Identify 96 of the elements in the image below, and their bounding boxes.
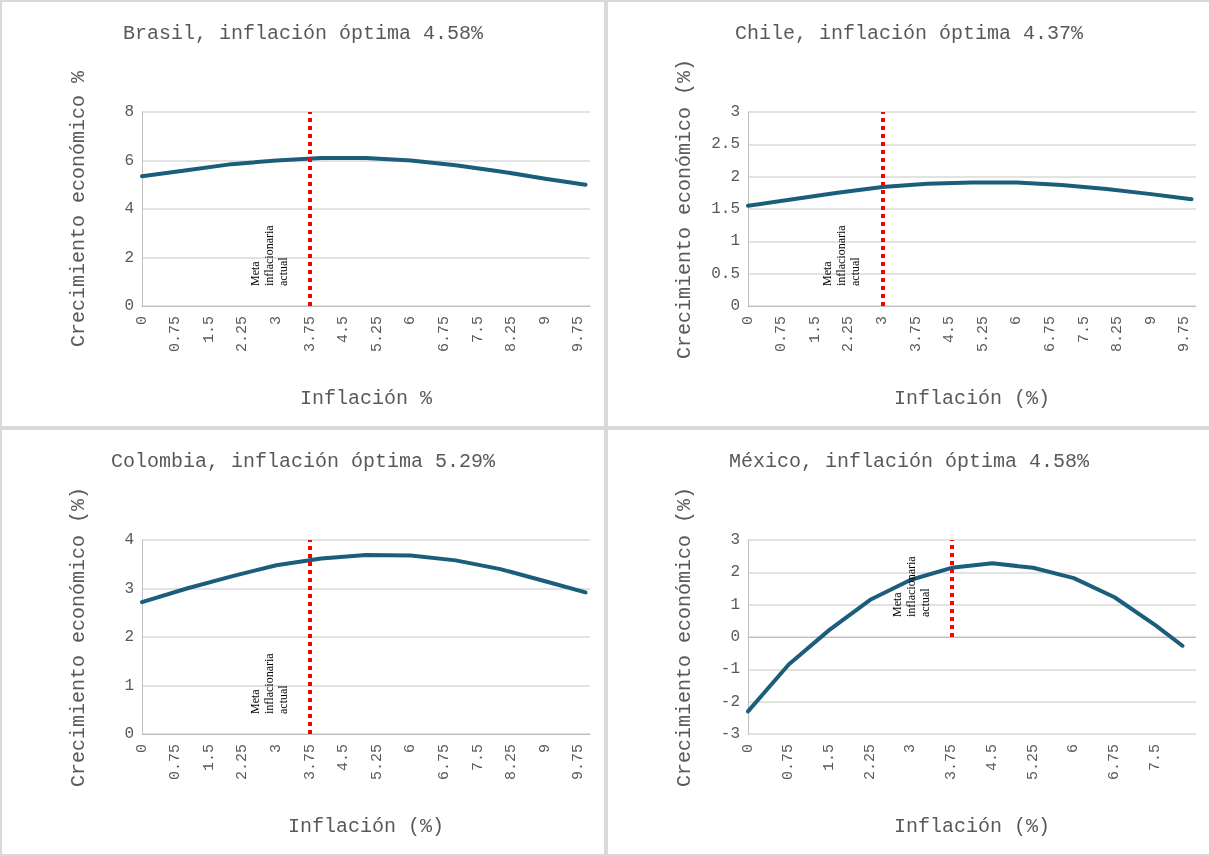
x-tick-label: 9.75 (1176, 316, 1194, 353)
x-tick-label: 4.5 (941, 316, 959, 344)
x-tick-label: 9 (1142, 316, 1160, 326)
line-series (140, 156, 588, 187)
y-tick-label: 0.5 (711, 264, 740, 283)
x-tick-label: 3.75 (301, 316, 319, 353)
y-tick-label: 2 (730, 167, 740, 186)
y-tick-label: 4 (124, 531, 134, 549)
x-tick-label: 5.25 (1024, 744, 1042, 781)
y-tick-label: 3 (730, 531, 740, 549)
x-tick-label: 2.25 (234, 316, 252, 353)
x-tick-label: 6.75 (435, 744, 453, 781)
x-tick-label: 0 (133, 316, 151, 326)
x-tick-label: 3 (873, 316, 891, 326)
y-tick-label: 3 (730, 103, 740, 121)
x-tick-label: 8.25 (503, 316, 521, 353)
x-tick-label: 5.25 (974, 316, 992, 353)
x-axis-title: Inflación % (299, 386, 433, 410)
x-tick-label: 4.5 (335, 744, 353, 772)
x-tick-label: 0 (739, 316, 757, 326)
y-tick-label: 4 (124, 200, 134, 218)
x-tick-label: 3 (267, 744, 285, 754)
x-tick-label: 0.75 (780, 744, 798, 781)
line-series (746, 180, 1194, 208)
chart-title: México, inflación óptima 4.58% (728, 449, 1091, 473)
y-tick-label: 1.5 (711, 200, 740, 218)
y-tick-label: 2 (124, 628, 134, 646)
x-tick-label: 1.5 (200, 316, 218, 344)
x-tick-label: 6.75 (1106, 744, 1124, 781)
x-tick-label: 3.75 (301, 744, 319, 781)
x-tick-label: 0.75 (167, 744, 185, 781)
x-tick-label: 6 (402, 744, 420, 754)
x-tick-label: 2.25 (861, 744, 879, 781)
x-tick-label: 0 (739, 744, 757, 754)
chart-title: Colombia, inflación óptima 5.29% (110, 449, 497, 473)
x-tick-label: 5.25 (368, 316, 386, 353)
y-tick-label: -3 (720, 725, 740, 743)
y-axis-title: Crecimiento económico (%) (672, 486, 696, 788)
x-tick-label: 7.5 (469, 316, 487, 344)
x-axis-title: Inflación (%) (287, 814, 445, 838)
x-tick-label: 1.5 (820, 744, 838, 772)
y-tick-label: 0 (730, 297, 740, 315)
x-tick-label: 9.75 (570, 744, 588, 781)
y-tick-label: 0 (124, 297, 134, 315)
line-series (140, 553, 588, 605)
x-tick-label: 6 (1008, 316, 1026, 326)
y-tick-label: 0 (124, 725, 134, 743)
ref-line-label: Meta inflacionaria actual (248, 222, 290, 286)
y-tick-label: 0 (730, 628, 740, 646)
y-tick-label: 2.5 (711, 135, 740, 154)
y-tick-label: 2 (730, 563, 740, 582)
ref-line-label: Meta inflacionaria actual (248, 650, 290, 714)
y-axis-title: Crecimiento económico (%) (672, 58, 696, 360)
x-tick-label: 0 (133, 744, 151, 754)
x-tick-label: 7.5 (1075, 316, 1093, 344)
y-axis-title: Crecimiento económico (%) (66, 486, 90, 788)
x-tick-label: 8.25 (503, 744, 521, 781)
y-tick-label: 1 (730, 595, 740, 614)
x-tick-label: 2.25 (234, 744, 252, 781)
y-tick-label: 2 (124, 248, 134, 267)
x-tick-label: 3 (267, 316, 285, 326)
y-axis-title: Crecimiento económico % (66, 69, 90, 348)
x-tick-label: 4.5 (335, 316, 353, 344)
x-axis-title: Inflación (%) (893, 814, 1051, 838)
y-tick-label: 1 (124, 676, 134, 695)
y-tick-label: 1 (730, 232, 740, 251)
x-tick-label: 3 (902, 744, 920, 754)
ref-line-label: Meta inflacionaria actual (820, 222, 863, 286)
x-tick-label: 3.75 (943, 744, 961, 781)
y-tick-label: 6 (124, 151, 134, 170)
x-tick-label: 7.5 (469, 744, 487, 772)
x-axis-title: Inflación (%) (893, 386, 1051, 410)
x-tick-label: 7.5 (1146, 744, 1164, 772)
x-tick-label: 0.75 (167, 316, 185, 353)
x-tick-label: 6.75 (435, 316, 453, 353)
x-tick-label: 6.75 (1041, 316, 1059, 353)
x-tick-label: 9 (536, 316, 554, 326)
x-tick-label: 9 (536, 744, 554, 754)
x-tick-label: 5.25 (368, 744, 386, 781)
x-tick-label: 8.25 (1109, 316, 1127, 353)
x-tick-label: 4.5 (983, 744, 1001, 772)
chart-title: Brasil, inflación óptima 4.58% (122, 21, 485, 45)
chart-title: Chile, inflación óptima 4.37% (734, 21, 1085, 45)
x-tick-label: 9.75 (570, 316, 588, 353)
x-tick-label: 3.75 (907, 316, 925, 353)
x-tick-label: 1.5 (200, 744, 218, 772)
y-tick-label: 3 (124, 579, 134, 598)
x-tick-label: 1.5 (806, 316, 824, 344)
y-tick-label: -2 (720, 692, 740, 711)
y-tick-label: 8 (124, 103, 134, 121)
x-tick-label: 6 (1065, 744, 1083, 754)
x-tick-label: 2.25 (840, 316, 858, 353)
x-tick-label: 6 (402, 316, 420, 326)
y-tick-label: -1 (720, 660, 740, 679)
x-tick-label: 0.75 (773, 316, 791, 353)
ref-line-label: Meta inflacionaria actual (889, 553, 932, 617)
